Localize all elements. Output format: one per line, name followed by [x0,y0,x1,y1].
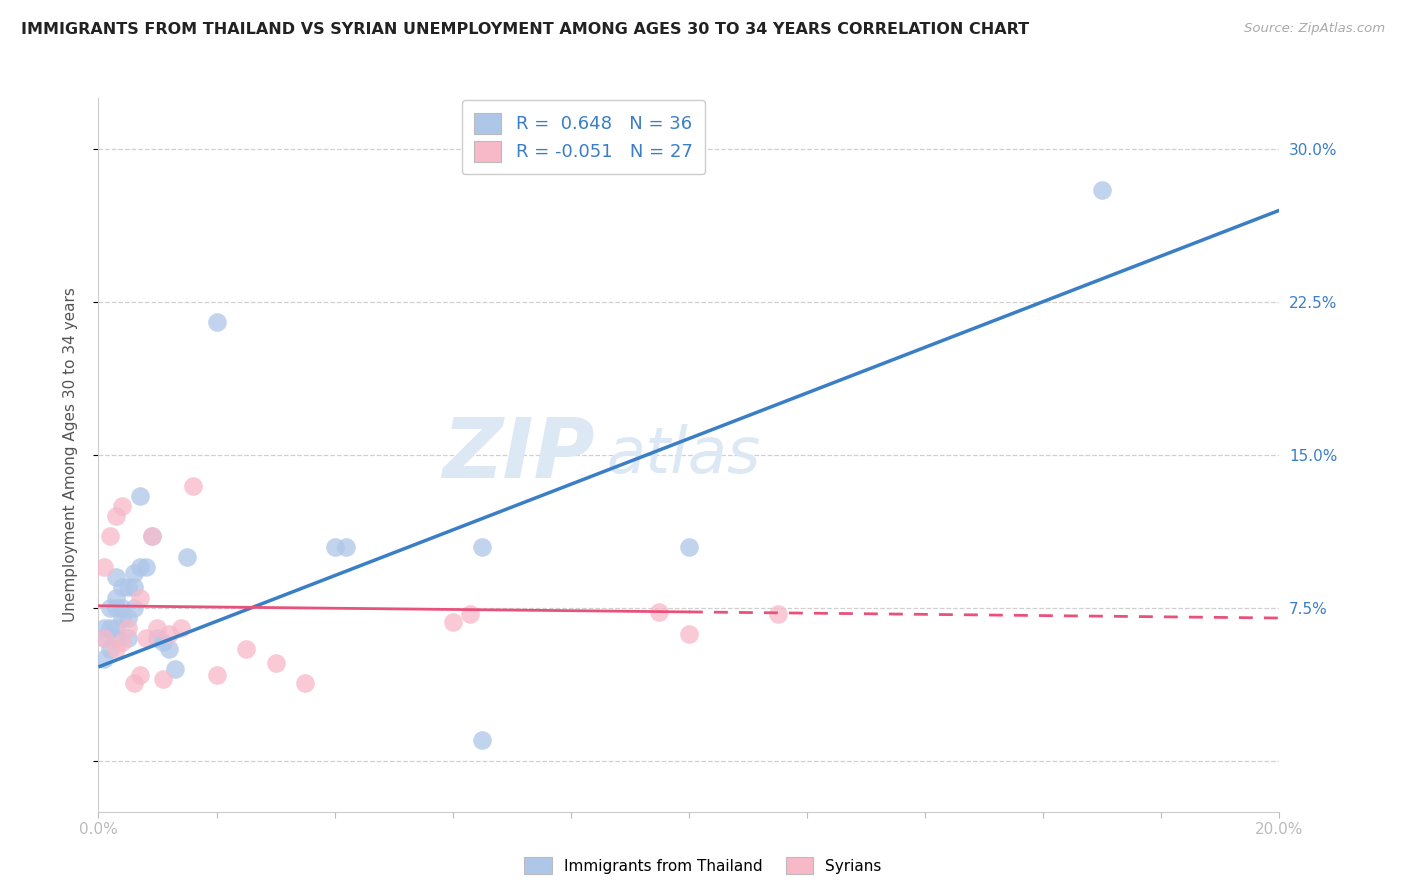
Point [152,635,174,649]
Point [105,570,128,584]
Point [766,607,789,621]
Point [117,611,139,625]
Point [264,656,287,670]
Point [105,600,128,615]
Point [122,676,145,690]
Point [141,529,163,543]
Point [122,600,145,615]
Point [157,627,180,641]
Point [105,641,128,656]
Point [460,607,482,621]
Point [117,632,139,646]
Text: Source: ZipAtlas.com: Source: ZipAtlas.com [1244,22,1385,36]
Point [117,581,139,595]
Y-axis label: Unemployment Among Ages 30 to 34 years: Unemployment Among Ages 30 to 34 years [63,287,77,623]
Point [170,621,193,635]
Point [105,621,128,635]
Point [205,668,228,682]
Point [471,733,494,747]
Point [323,540,346,554]
Point [152,672,174,686]
Point [157,641,180,656]
Point [294,676,316,690]
Point [93,652,115,666]
Point [111,499,134,513]
Point [678,627,700,641]
Point [181,478,204,492]
Point [98,641,121,656]
Point [235,641,257,656]
Point [98,529,121,543]
Point [111,581,134,595]
Point [135,632,157,646]
Point [128,668,150,682]
Point [122,581,145,595]
Point [98,621,121,635]
Point [93,560,115,574]
Point [98,600,121,615]
Point [128,591,150,605]
Point [146,621,169,635]
Point [93,632,115,646]
Point [471,540,494,554]
Point [141,529,163,543]
Point [93,632,115,646]
Legend: R =  0.648   N = 36, R = -0.051   N = 27: R = 0.648 N = 36, R = -0.051 N = 27 [461,100,706,174]
Point [128,560,150,574]
Point [1091,183,1114,197]
Point [441,615,464,629]
Point [111,611,134,625]
Point [93,621,115,635]
Point [146,632,169,646]
Point [205,315,228,329]
Text: ZIP: ZIP [441,415,595,495]
Point [105,591,128,605]
Point [135,560,157,574]
Point [128,489,150,503]
Point [335,540,357,554]
Point [678,540,700,554]
Point [111,635,134,649]
Point [117,621,139,635]
Point [648,605,671,619]
Text: IMMIGRANTS FROM THAILAND VS SYRIAN UNEMPLOYMENT AMONG AGES 30 TO 34 YEARS CORREL: IMMIGRANTS FROM THAILAND VS SYRIAN UNEMP… [21,22,1029,37]
Legend: Immigrants from Thailand, Syrians: Immigrants from Thailand, Syrians [519,851,887,880]
Point [176,549,198,564]
Point [105,632,128,646]
Point [105,509,128,524]
Text: atlas: atlas [606,424,761,486]
Point [122,566,145,581]
Point [165,662,187,676]
Point [111,600,134,615]
